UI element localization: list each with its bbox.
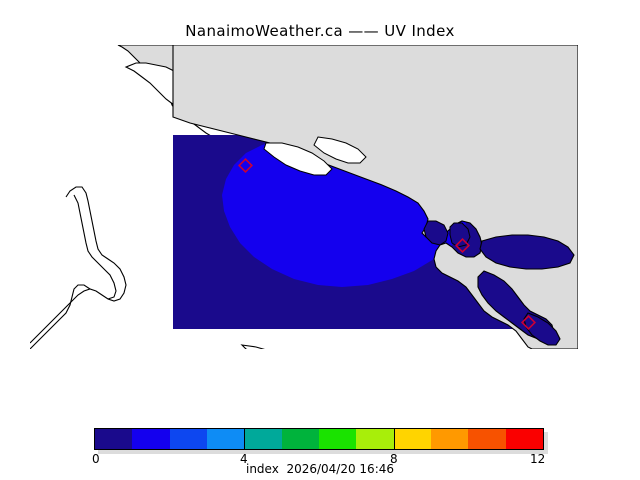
station-markers: [238, 158, 536, 330]
south-island-main: [240, 344, 266, 349]
colorbar-segment-5: [281, 429, 319, 449]
colorbar-segment-3: [206, 429, 245, 449]
island-interior-coast: [73, 194, 117, 300]
colorbar-segment-1: [132, 429, 170, 449]
colorbar-tick-label-0: 0: [92, 452, 100, 466]
peninsula-north-b: [263, 142, 333, 176]
colorbar-segment-4: [244, 429, 282, 449]
inlet-pocket-a: [423, 220, 449, 246]
colorbar-segment-9: [430, 429, 469, 449]
colorbar-tick-label-12: 12: [530, 452, 546, 466]
land-south-island-outline: [240, 344, 266, 349]
colorbar-tick-label-8: 8: [390, 452, 398, 466]
colorbar-segment-6: [318, 429, 357, 449]
colorbar-tick-label-4: 4: [240, 452, 248, 466]
colorbar-segment-7: [356, 429, 394, 449]
station-marker-south[interactable]: [521, 315, 536, 330]
colorbar-segment-11: [505, 429, 543, 449]
map-svg: [30, 45, 578, 349]
colorbar-segment-10: [468, 429, 506, 449]
strait-northeast: [479, 234, 575, 270]
colorbar-tick-line-4: [244, 428, 245, 450]
colorbar-segment-8: [393, 429, 431, 449]
peninsula-north-a: [313, 136, 367, 164]
map-plot-area: [30, 45, 578, 349]
island-west-coast: [30, 186, 127, 344]
station-marker-north[interactable]: [238, 158, 253, 173]
colorbar-caption: index 2026/04/20 16:46: [245, 462, 395, 476]
station-marker-central[interactable]: [455, 238, 470, 253]
land-vancouver-island-outline: [30, 186, 127, 349]
page-title: NanaimoWeather.ca —— UV Index: [185, 22, 455, 40]
colorbar-segment-0: [95, 429, 133, 449]
island-south-coast: [30, 284, 91, 349]
uv-index-colorbar[interactable]: [94, 428, 544, 450]
colorbar-segment-2: [169, 429, 207, 449]
colorbar-tick-line-8: [394, 428, 395, 450]
colorbar-container: 0 4 8 12: [92, 428, 548, 466]
